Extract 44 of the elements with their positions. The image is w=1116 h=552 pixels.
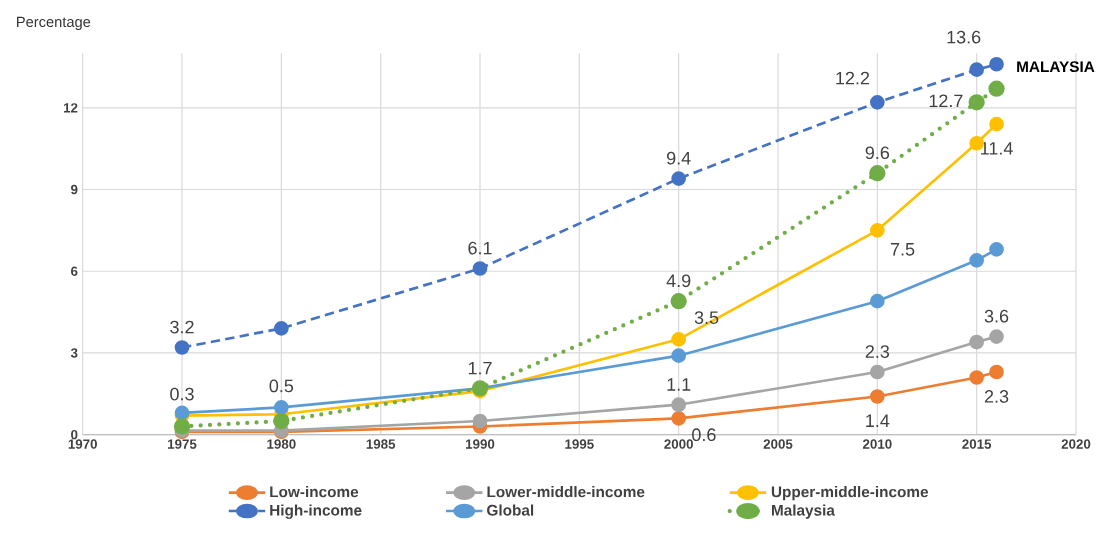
x-tick-label: 1995 <box>565 439 594 449</box>
x-tick-label: 2005 <box>763 439 793 449</box>
legend-label: Low-income <box>270 486 359 498</box>
x-tick-label: 2010 <box>862 439 892 449</box>
y-tick-label: 3 <box>70 348 78 358</box>
data-label: 2.3 <box>865 345 890 358</box>
data-label: 0.5 <box>269 379 294 393</box>
data-label: 11.4 <box>981 142 1013 155</box>
y-tick-label: 0 <box>71 429 78 440</box>
x-tick-label: 1980 <box>267 439 296 449</box>
x-tick-label: 2000 <box>664 439 693 449</box>
data-label: 12.7 <box>929 94 963 108</box>
data-label: 6.1 <box>468 241 492 255</box>
data-label: 2.3 <box>984 390 1009 403</box>
x-tick-label: 1975 <box>168 439 197 449</box>
data-label: 12.2 <box>836 71 870 85</box>
x-tick-label: 1990 <box>466 439 495 449</box>
data-label: 0.3 <box>170 387 194 401</box>
data-label: 1.7 <box>468 361 492 375</box>
x-tick-label: 2020 <box>1061 439 1091 449</box>
data-label: 1.1 <box>667 378 691 391</box>
data-label: 3.2 <box>170 320 194 334</box>
legend-label: Upper-middle-income <box>771 486 929 501</box>
y-tick-label: 6 <box>71 266 78 276</box>
x-tick-label: 1985 <box>366 439 396 449</box>
y-tick-label: 12 <box>63 103 78 113</box>
data-label: 9.6 <box>865 146 890 160</box>
y-tick-label: 9 <box>71 184 78 195</box>
y-axis-title: Percentage <box>17 16 91 30</box>
data-label: 9.4 <box>666 151 691 165</box>
data-label: 7.5 <box>890 243 915 256</box>
data-label: 4.9 <box>666 274 691 288</box>
data-label: 1.4 <box>866 414 890 427</box>
legend-label: Malaysia <box>771 504 835 519</box>
x-tick-label: 2015 <box>962 439 992 449</box>
legend-label: Global <box>487 504 534 516</box>
data-label: 3.6 <box>984 309 1009 323</box>
annotation: MALAYSIA <box>1017 61 1095 73</box>
data-label: 13.6 <box>947 30 981 44</box>
data-label: 3.5 <box>694 311 719 324</box>
x-tick-label: 1970 <box>68 439 97 449</box>
legend-label: High-income <box>270 504 362 519</box>
data-label: 0.6 <box>692 428 716 442</box>
legend-label: Lower-middle-income <box>487 486 645 498</box>
